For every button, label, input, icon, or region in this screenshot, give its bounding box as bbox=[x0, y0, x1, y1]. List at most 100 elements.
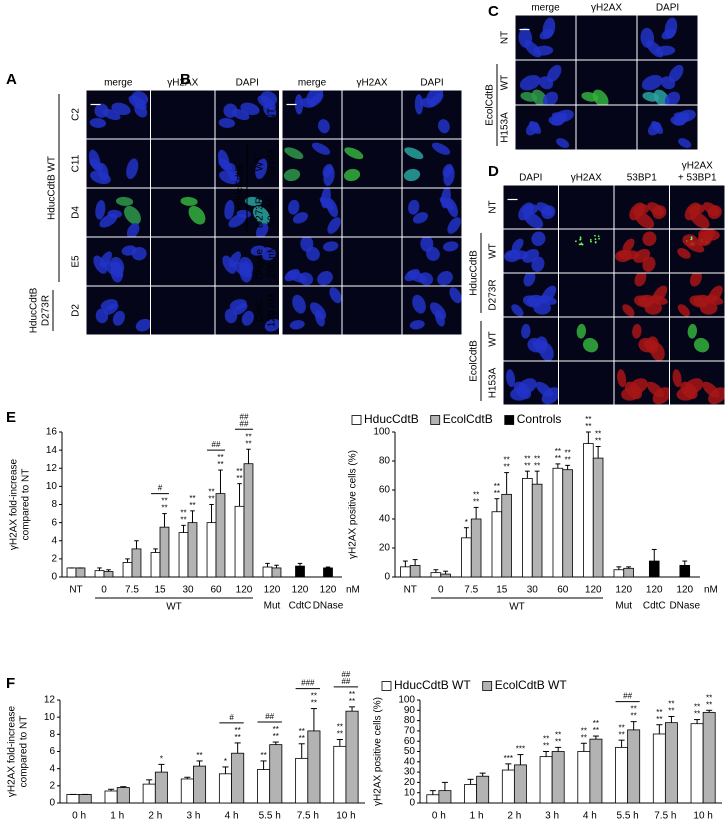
micrograph-bg bbox=[559, 229, 614, 273]
nucleus bbox=[327, 217, 341, 234]
micrograph-bg bbox=[151, 90, 215, 139]
bar bbox=[491, 511, 503, 578]
group-label: HducCdtB bbox=[235, 165, 246, 211]
focus bbox=[597, 235, 600, 238]
significance-star: * bbox=[224, 757, 227, 766]
nucleus bbox=[677, 304, 690, 317]
nucleus bbox=[284, 147, 304, 160]
y-tick-label: 14 bbox=[46, 445, 58, 456]
row-label: D273R bbox=[488, 279, 499, 310]
micrograph bbox=[402, 90, 462, 139]
nucleus bbox=[135, 318, 150, 332]
row-label: C2 bbox=[71, 108, 82, 121]
significance-star: ** bbox=[337, 730, 343, 739]
micrograph bbox=[559, 317, 614, 361]
significance-star: ** bbox=[349, 697, 355, 706]
significance-star: ** bbox=[504, 456, 510, 465]
significance-star: ** bbox=[311, 699, 317, 708]
x-unit: nM bbox=[704, 585, 718, 596]
nucleus bbox=[255, 223, 269, 237]
nucleus bbox=[660, 76, 676, 90]
legend-swatch bbox=[430, 415, 441, 425]
x-tick-label: 0 h bbox=[432, 811, 446, 822]
bar bbox=[142, 783, 156, 804]
x-unit: nM bbox=[346, 585, 360, 596]
y-tick-label: 16 bbox=[46, 427, 58, 438]
nucleus bbox=[287, 270, 307, 283]
focus bbox=[598, 237, 600, 240]
bar bbox=[592, 457, 604, 578]
row-label: WT bbox=[488, 243, 499, 259]
nucleus bbox=[634, 273, 647, 287]
micrograph bbox=[86, 286, 150, 335]
micrograph bbox=[151, 139, 215, 188]
significance-star: ** bbox=[217, 453, 223, 462]
comparison-mark: ## bbox=[265, 712, 274, 721]
significance-star: ** bbox=[534, 454, 540, 463]
micrograph bbox=[576, 105, 637, 150]
x-tick-label: NT bbox=[69, 585, 82, 596]
x-tick-label: 120 bbox=[585, 585, 602, 596]
nucleus bbox=[677, 247, 691, 259]
legend-label: HducCdtB WT bbox=[394, 678, 471, 692]
y-tick-label: 2 bbox=[51, 554, 57, 565]
nucleus bbox=[511, 304, 524, 317]
nucleus bbox=[241, 310, 254, 326]
micrograph-bg bbox=[151, 139, 215, 188]
nucleus bbox=[124, 205, 141, 225]
bar bbox=[187, 522, 198, 578]
y-axis-label: compared to NT bbox=[19, 716, 30, 788]
nucleus bbox=[629, 378, 648, 394]
nucleus bbox=[219, 170, 240, 185]
micrograph bbox=[282, 139, 342, 188]
x-tick-label: 5.5 h bbox=[617, 811, 639, 822]
significance-star: ** bbox=[524, 454, 530, 463]
comparison-mark: ### bbox=[301, 679, 315, 688]
significance-star: ** bbox=[473, 498, 479, 507]
nucleus bbox=[447, 217, 461, 234]
micrograph bbox=[670, 229, 725, 273]
nucleus bbox=[542, 17, 556, 39]
nucleus bbox=[538, 76, 554, 90]
x-tick-label: 0 h bbox=[72, 811, 86, 822]
significance-star: ** bbox=[349, 690, 355, 699]
micrograph bbox=[282, 188, 342, 237]
significance-star: ** bbox=[299, 727, 305, 736]
nucleus bbox=[615, 249, 632, 263]
micrograph-bg bbox=[342, 237, 402, 286]
x-tick-label: 120 bbox=[320, 585, 337, 596]
nucleus bbox=[523, 273, 536, 287]
bar bbox=[66, 567, 77, 578]
micrograph bbox=[503, 317, 558, 361]
nucleus bbox=[576, 323, 587, 339]
nucleus bbox=[420, 237, 434, 252]
x-tick-label: 60 bbox=[557, 585, 569, 596]
significance-star: ** bbox=[504, 463, 510, 472]
bar bbox=[122, 562, 133, 578]
y-tick-label: 6 bbox=[49, 746, 55, 757]
micrograph bbox=[637, 15, 698, 60]
micrograph-bg bbox=[151, 237, 215, 286]
row-label: NT bbox=[488, 200, 499, 213]
y-axis-label: γH2AX fold-increase bbox=[7, 705, 18, 797]
micrograph bbox=[402, 188, 462, 237]
nucleus bbox=[403, 168, 421, 182]
nucleus bbox=[581, 92, 599, 102]
significance-star: ** bbox=[311, 692, 317, 701]
nucleus bbox=[698, 229, 720, 241]
y-axis-label: compared to NT bbox=[21, 469, 32, 541]
significance-star: ** bbox=[555, 447, 561, 456]
micrograph bbox=[515, 15, 576, 60]
micrograph bbox=[576, 15, 637, 60]
significance-star: ** bbox=[161, 504, 167, 513]
micrograph-bg bbox=[151, 188, 215, 237]
column-header: merge bbox=[298, 78, 327, 89]
focus bbox=[594, 234, 596, 237]
nucleus bbox=[541, 387, 558, 405]
micrograph-bg bbox=[576, 105, 637, 150]
y-tick-label: 12 bbox=[46, 463, 58, 474]
micrograph-bg bbox=[342, 188, 402, 237]
micrograph bbox=[637, 60, 698, 105]
bar bbox=[501, 493, 512, 578]
significance-star: ** bbox=[706, 693, 712, 702]
